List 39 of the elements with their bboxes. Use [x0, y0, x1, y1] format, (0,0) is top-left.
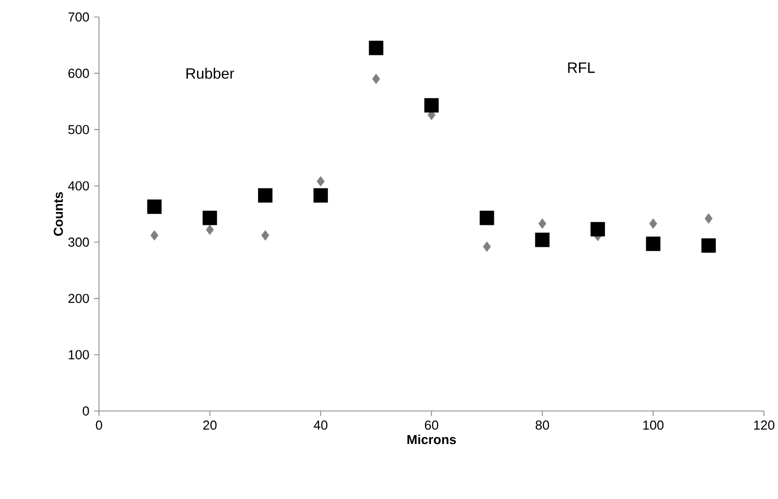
- point: [704, 213, 713, 224]
- point: [372, 74, 380, 84]
- y-axis-title: Counts: [54, 192, 63, 236]
- point: [482, 241, 491, 252]
- y-tick-label: 0: [82, 406, 89, 416]
- point: [649, 218, 658, 229]
- point: [150, 230, 158, 241]
- point: [424, 98, 439, 113]
- point: [646, 236, 660, 252]
- x-tick-label: 120: [754, 420, 774, 430]
- point: [701, 238, 716, 253]
- point: [202, 210, 218, 226]
- x-tick-label: 0: [96, 420, 102, 430]
- x-tick-label: 40: [314, 420, 328, 430]
- point: [261, 230, 270, 241]
- point: [206, 224, 214, 235]
- x-tick-label: 100: [643, 420, 664, 430]
- point: [258, 188, 272, 203]
- y-tick-label: 600: [68, 68, 89, 78]
- y-tick-label: 200: [68, 294, 89, 304]
- annotation: RFL: [568, 62, 595, 73]
- point: [538, 218, 546, 229]
- point: [535, 232, 550, 248]
- y-tick-label: 400: [68, 181, 89, 190]
- x-axis-title: Microns: [407, 434, 456, 444]
- y-tick-label: 300: [68, 238, 89, 247]
- point: [368, 40, 384, 56]
- point: [316, 176, 325, 187]
- x-tick-label: 80: [536, 420, 550, 430]
- y-tick-label: 700: [68, 12, 89, 22]
- y-tick-label: 100: [68, 350, 89, 360]
- point: [313, 188, 328, 203]
- point: [480, 210, 494, 226]
- x-tick-label: 20: [203, 420, 217, 430]
- x-tick-label: 60: [424, 420, 438, 430]
- y-tick-label: 500: [68, 124, 89, 134]
- annotation: Rubber: [186, 68, 234, 79]
- point: [590, 222, 605, 236]
- point: [147, 199, 162, 214]
